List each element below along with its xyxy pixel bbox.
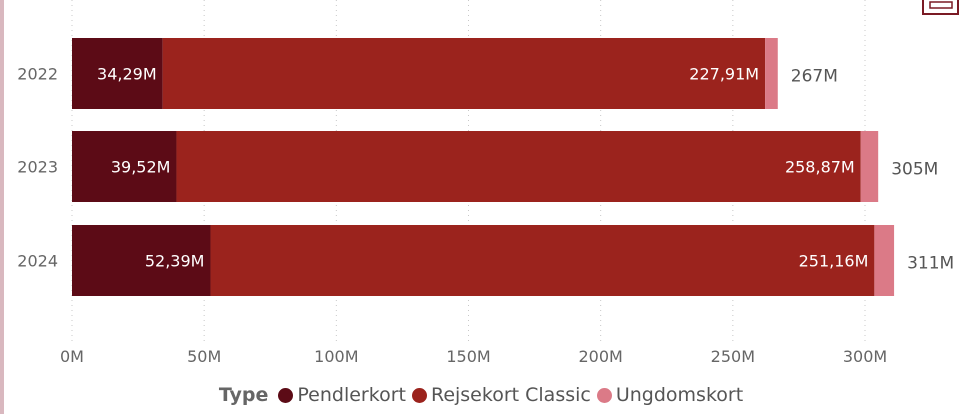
legend: Type Pendlerkort Rejsekort Classic Ungdo… (0, 384, 968, 406)
data-label-rejsekort-classic-2023: 258,87M (785, 158, 855, 177)
focus-mode-icon[interactable] (920, 0, 960, 18)
data-label-pendlerkort-2024: 52,39M (145, 252, 205, 271)
legend-item-pendlerkort[interactable]: Pendlerkort (278, 384, 406, 406)
bar-rejsekort-classic-2023 (176, 131, 861, 202)
x-tick-label-3: 150M (446, 347, 490, 366)
legend-label-ungdomskort: Ungdomskort (615, 384, 744, 406)
x-tick-label-4: 200M (578, 347, 622, 366)
legend-dot-pendlerkort (278, 387, 294, 403)
x-tick-label-6: 300M (843, 347, 887, 366)
y-tick-label-2024: 2024 (17, 252, 58, 271)
y-tick-label-2023: 2023 (17, 158, 58, 177)
legend-item-ungdomskort[interactable]: Ungdomskort (596, 384, 744, 406)
bar-ungdomskort-2024 (874, 225, 895, 296)
y-tick-label-2022: 2022 (17, 65, 58, 84)
data-label-pendlerkort-2022: 34,29M (97, 65, 157, 84)
data-label-rejsekort-classic-2022: 227,91M (689, 65, 759, 84)
legend-dot-ungdomskort (596, 387, 612, 403)
bar-ungdomskort-2023 (860, 131, 879, 202)
visual-border (0, 0, 4, 414)
legend-title: Type (218, 384, 269, 406)
data-label-rejsekort-classic-2024: 251,16M (799, 252, 869, 271)
total-label-2022: 267M (791, 67, 838, 87)
total-label-2023: 305M (891, 160, 938, 180)
x-tick-label-0: 0M (60, 347, 84, 366)
legend-label-pendlerkort: Pendlerkort (297, 384, 406, 406)
bar-rejsekort-classic-2024 (210, 225, 875, 296)
x-tick-label-2: 100M (314, 347, 358, 366)
total-label-2024: 311M (907, 254, 954, 274)
x-tick-label-1: 50M (187, 347, 221, 366)
bar-pendlerkort-2024 (72, 225, 211, 296)
bar-pendlerkort-2023 (72, 131, 177, 202)
bar-ungdomskort-2022 (765, 38, 778, 109)
bar-rejsekort-classic-2022 (162, 38, 766, 109)
legend-item-rejsekort-classic[interactable]: Rejsekort Classic (411, 384, 591, 406)
stacked-bar-chart: 0M 50M 100M 150M 200M 250M 300M 2022 34,29M 227,9… (17, 0, 954, 366)
x-tick-label-5: 250M (711, 347, 755, 366)
data-label-pendlerkort-2023: 39,52M (111, 158, 171, 177)
bar-pendlerkort-2022 (72, 38, 163, 109)
legend-dot-rejsekort-classic (411, 387, 427, 403)
legend-label-rejsekort-classic: Rejsekort Classic (430, 384, 591, 406)
